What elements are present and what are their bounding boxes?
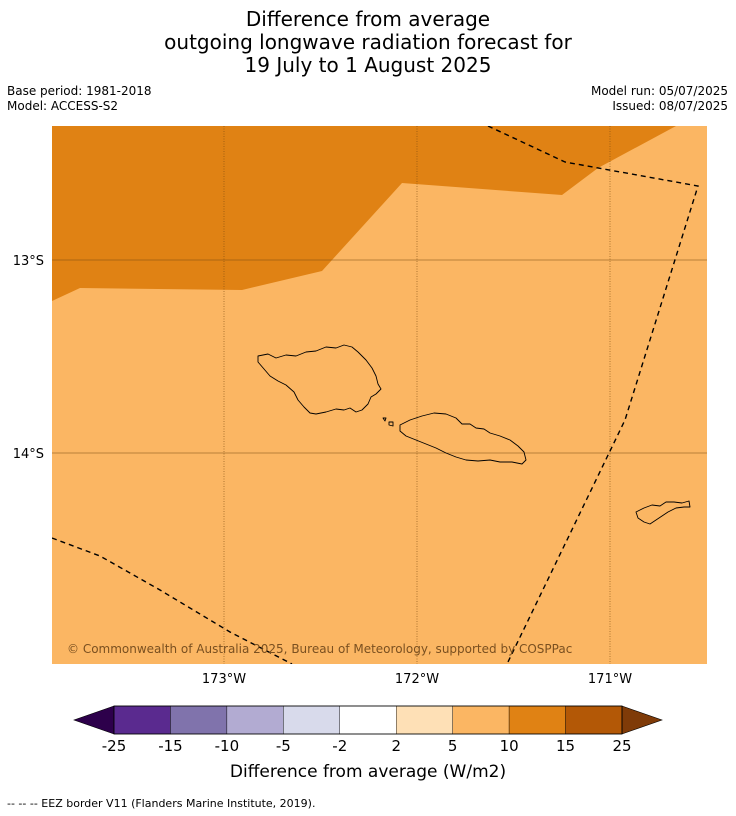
colorbar-box-7 [508, 705, 566, 735]
colorbar-box-0 [113, 705, 171, 735]
colorbar-box-8 [565, 705, 623, 735]
colorbar-box-4 [339, 705, 397, 735]
lon-label-172w: 172°W [395, 672, 439, 687]
colorbar-tick-label: -2 [332, 737, 347, 755]
map-panel: © Commonwealth of Australia 2025, Bureau… [52, 126, 707, 664]
colorbar-box-5 [396, 705, 453, 735]
issued-date: Issued: 08/07/2025 [612, 99, 728, 113]
colorbar-tick-label: -10 [215, 737, 240, 755]
title-line-3: 19 July to 1 August 2025 [244, 53, 492, 77]
lat-label-14s: 14°S [13, 447, 44, 462]
chart-title: Difference from average outgoing longwav… [0, 8, 736, 77]
colorbar-tick-label: 2 [391, 737, 401, 755]
anomaly-region-10-15 [52, 126, 676, 301]
colorbar-label: Difference from average (W/m2) [229, 762, 507, 782]
colorbar-box-2 [226, 705, 284, 735]
colorbar-under-arrow [73, 705, 115, 735]
coastlines [257, 344, 691, 525]
graticule [52, 126, 707, 664]
eez-border-south-west [52, 537, 293, 664]
colorbar-over-arrow [621, 705, 663, 735]
colorbar-boxes [113, 705, 623, 735]
colorbar-tick-label: -25 [102, 737, 127, 755]
islet-1 [382, 417, 387, 422]
copyright-notice: © Commonwealth of Australia 2025, Bureau… [67, 642, 572, 656]
colorbar-tick-label: 25 [612, 737, 631, 755]
base-period: Base period: 1981-2018 [7, 84, 152, 98]
model-name: Model: ACCESS-S2 [7, 99, 119, 113]
title-line-1: Difference from average [245, 7, 491, 31]
title-line-2: outgoing longwave radiation forecast for [164, 30, 572, 54]
colorbar-box-6 [452, 705, 510, 735]
colorbar-tick-label: 10 [500, 737, 519, 755]
upolu-island [399, 412, 527, 465]
colorbar-box-1 [170, 705, 228, 735]
colorbar-box-3 [283, 705, 340, 735]
meta-right: Model run: 05/07/2025 Issued: 08/07/2025 [591, 84, 728, 114]
eez-border [52, 126, 699, 664]
colorbar: -25 -15 -10 -5 -2 2 5 10 15 25 [73, 705, 663, 755]
lon-label-171w: 171°W [588, 672, 632, 687]
model-run: Model run: 05/07/2025 [590, 84, 728, 98]
colorbar-ticks: -25 -15 -10 -5 -2 2 5 10 15 25 [102, 737, 632, 755]
eez-border-north-east [487, 126, 699, 664]
colorbar-outline [113, 705, 623, 735]
colorbar-tick-label: -5 [276, 737, 291, 755]
lat-label-13s: 13°S [13, 254, 44, 269]
savaii-island [257, 344, 382, 415]
axis-labels: 13°S 14°S 173°W 172°W 171°W [13, 254, 633, 687]
colorbar-tick-label: -15 [158, 737, 183, 755]
colorbar-tick-label: 15 [556, 737, 575, 755]
meta-left: Base period: 1981-2018 Model: ACCESS-S2 [7, 84, 152, 114]
lon-label-173w: 173°W [202, 672, 246, 687]
colorbar-tick-label: 5 [448, 737, 458, 755]
islet-2 [388, 421, 394, 427]
tutuila-island [635, 500, 691, 525]
eez-legend-note: -- -- -- EEZ border V11 (Flanders Marine… [7, 797, 316, 810]
